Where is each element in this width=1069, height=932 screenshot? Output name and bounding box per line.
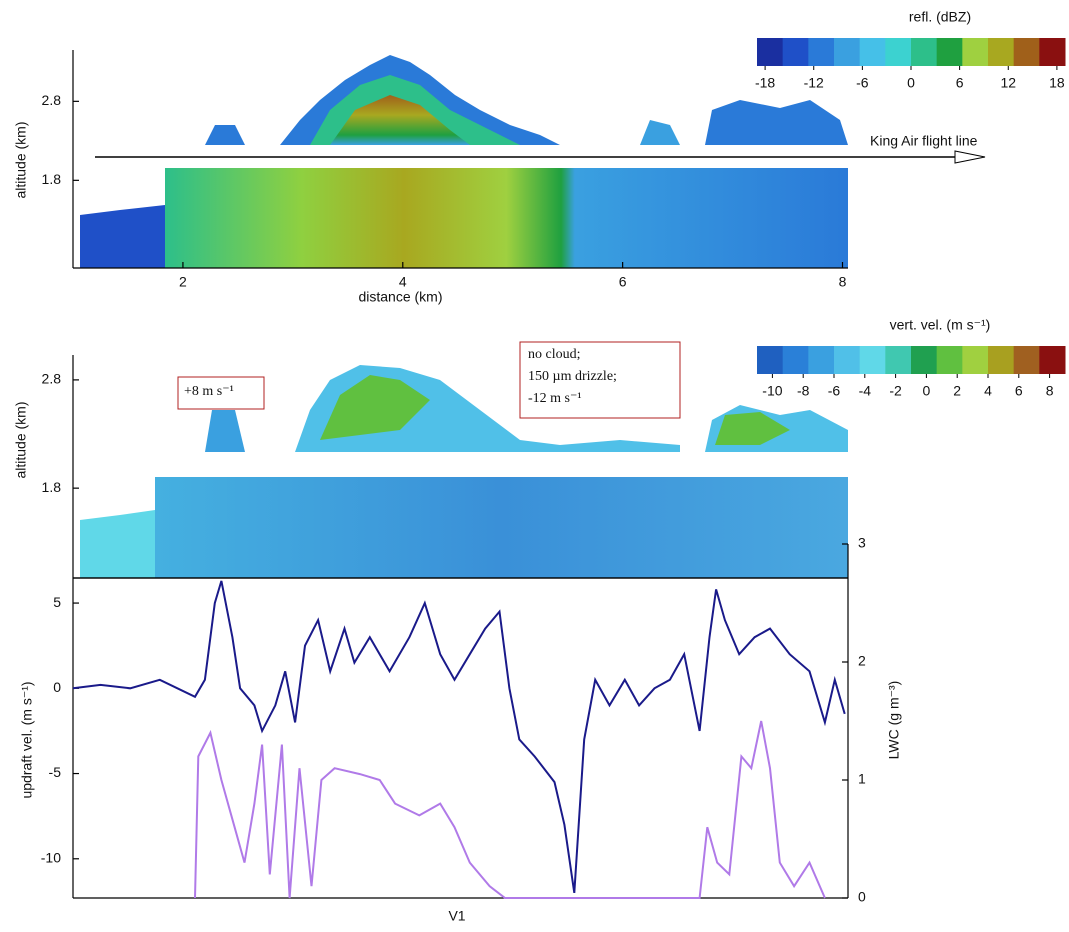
annotation: 150 µm drizzle; [528, 369, 617, 384]
colorbar-swatch [860, 346, 886, 374]
y-tick-label: 0 [53, 679, 61, 695]
colorbar-swatch [962, 346, 988, 374]
y-tick-label: -10 [41, 849, 61, 865]
y-tick-label: 1.8 [42, 479, 62, 495]
y-tick-label: 1.8 [42, 171, 62, 187]
flight-line [95, 151, 985, 163]
y-axis-label: updraft vel. (m s⁻¹) [19, 681, 35, 798]
colorbar-swatch [808, 38, 834, 66]
colorbar-tick-label: -2 [889, 383, 902, 399]
figure: altitude (km) 1.8 2.8 2 4 6 8 distance (km) refl… [0, 0, 1069, 932]
y-tick-label: -5 [49, 764, 62, 780]
colorbar-swatch [783, 346, 809, 374]
colorbar-swatch [1039, 346, 1065, 374]
colorbar-swatch [911, 38, 937, 66]
colorbar-swatch [1039, 38, 1065, 66]
colorbar-tick-label: 6 [1015, 383, 1023, 399]
colorbar-tick-label: -6 [856, 75, 869, 91]
colorbar-swatch [911, 346, 937, 374]
y-tick-label: 5 [53, 594, 61, 610]
colorbar-tick-label: 12 [1000, 75, 1016, 91]
colorbar-tick-label: -8 [797, 383, 810, 399]
colorbar-swatch [1014, 38, 1040, 66]
x-tick-label: 2 [179, 274, 187, 290]
colorbar-tick-label: 2 [953, 383, 961, 399]
colorbar-swatch [988, 346, 1014, 374]
colorbar-tick-label: -12 [804, 75, 824, 91]
colorbar-tick-label: -18 [755, 75, 775, 91]
colorbar-tick-label: -10 [762, 383, 782, 399]
colorbar-tick-label: -4 [859, 383, 872, 399]
colorbar-tick-label: 8 [1046, 383, 1054, 399]
y-tick-label: 2.8 [42, 371, 62, 387]
colorbar-swatch [783, 38, 809, 66]
colorbar-tick-label: 0 [923, 383, 931, 399]
annotation: -12 m s⁻¹ [528, 391, 582, 406]
colorbar-swatch [885, 38, 911, 66]
colorbar-swatch [757, 38, 783, 66]
x-tick-label: 8 [839, 274, 847, 290]
annotation: +8 m s⁻¹ [184, 384, 234, 399]
x-axis-label: V1 [448, 908, 465, 924]
y-tick-label: 2.8 [42, 92, 62, 108]
y2-tick-label: 1 [858, 771, 866, 787]
y2-tick-label: 0 [858, 889, 866, 905]
series-line [73, 581, 845, 893]
y2-axis-label: LWC (g m⁻³) [886, 681, 902, 760]
y-axis-label: altitude (km) [13, 401, 29, 478]
colorbar-swatch [885, 346, 911, 374]
colorbar-swatch [937, 38, 963, 66]
colorbar-swatch [834, 38, 860, 66]
annotation: no cloud; [528, 347, 581, 362]
colorbar-title: vert. vel. (m s⁻¹) [890, 317, 991, 333]
colorbar-swatch [1014, 346, 1040, 374]
y-axis-label: altitude (km) [13, 121, 29, 198]
x-tick-label: 4 [399, 274, 407, 290]
y2-tick-label: 3 [858, 535, 866, 551]
colorbar-tick-label: 4 [984, 383, 992, 399]
colorbar-tick-label: 0 [907, 75, 915, 91]
x-tick-label: 6 [619, 274, 627, 290]
x-axis-label: distance (km) [358, 289, 442, 305]
colorbar-swatch [962, 38, 988, 66]
radar-field [80, 55, 848, 578]
y2-tick-label: 2 [858, 653, 866, 669]
series-line [195, 721, 825, 898]
colorbar-title: refl. (dBZ) [909, 9, 971, 25]
annotation: King Air flight line [870, 133, 978, 149]
colorbar-tick-label: 6 [956, 75, 964, 91]
colorbar-swatch [988, 38, 1014, 66]
colorbar-swatch [808, 346, 834, 374]
colorbar-swatch [834, 346, 860, 374]
colorbar-swatch [757, 346, 783, 374]
colorbar-tick-label: 18 [1049, 75, 1065, 91]
colorbar-swatch [937, 346, 963, 374]
colorbar-swatch [860, 38, 886, 66]
colorbar-tick-label: -6 [828, 383, 841, 399]
